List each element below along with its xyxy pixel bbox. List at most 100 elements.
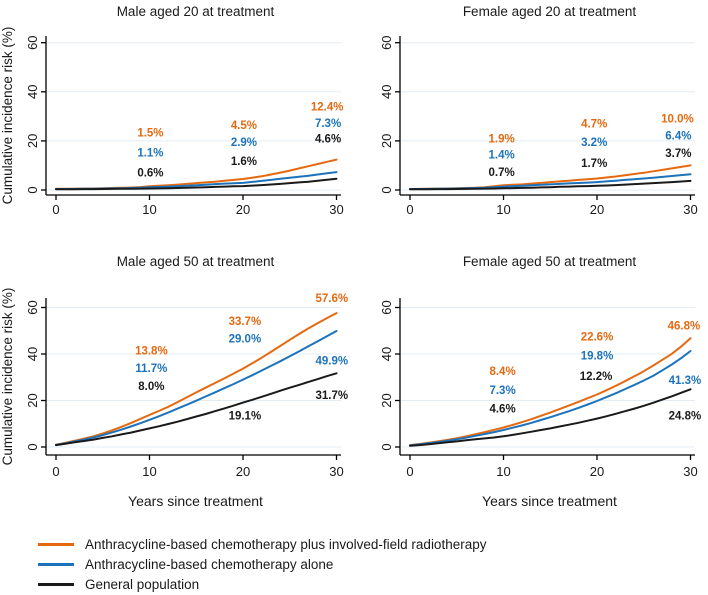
- annotation-11-7: 11.7%: [135, 363, 167, 375]
- annotation-0-6: 0.6%: [137, 167, 163, 179]
- svg-text:40: 40: [379, 347, 394, 361]
- svg-text:0: 0: [52, 464, 59, 479]
- legend-item-chemo-plus-radio: Anthracycline-based chemotherapy plus in…: [38, 534, 486, 554]
- svg-text:30: 30: [683, 464, 697, 479]
- svg-text:0: 0: [25, 186, 40, 193]
- gridlines: [47, 307, 341, 448]
- anthracycline-based-chemotherapy-alone-line: [55, 171, 338, 190]
- general-population-line: [55, 177, 338, 191]
- anthracycline-based-chemotherapy-alone-line: [409, 350, 692, 447]
- annotation-7-3: 7.3%: [315, 118, 341, 130]
- x-axis-title: Years since treatment: [482, 493, 617, 509]
- svg-text:20: 20: [379, 134, 394, 148]
- annotation-1-9: 1.9%: [489, 133, 515, 145]
- x-axis-title: Years since treatment: [128, 493, 263, 509]
- legend-label: General population: [85, 576, 200, 592]
- panel-male-aged-20-at-treatment: 0 20 40 60 0 10 20 30 Male aged 20 at treatment C…: [0, 0, 354, 236]
- annotation-2-9: 2.9%: [231, 137, 257, 149]
- male-aged-20-at-treatment-chart: 0 20 40 60 0 10 20 30 Male aged 20 at treatment C…: [0, 4, 344, 217]
- annotation-22-6: 22.6%: [581, 332, 614, 344]
- axes: 0 20 40 60 0 10 20 30: [379, 35, 698, 217]
- svg-text:60: 60: [379, 35, 394, 49]
- svg-text:20: 20: [236, 464, 250, 479]
- annotation-6-4: 6.4%: [665, 131, 691, 143]
- male-aged-50-at-treatment-chart: 0 20 40 60 0 10 20 30 Male aged 50 at treatment C…: [0, 254, 348, 509]
- svg-text:0: 0: [406, 202, 413, 217]
- legend-item-general-population: General population: [38, 574, 486, 594]
- svg-text:20: 20: [379, 393, 394, 407]
- panel-male-aged-50-at-treatment: 0 20 40 60 0 10 20 30 Male aged 50 at treatment C…: [0, 240, 354, 524]
- gridlines: [47, 42, 341, 191]
- axes: 0 20 40 60 0 10 20 30: [25, 35, 344, 217]
- annotation-29-0: 29.0%: [229, 334, 262, 346]
- svg-text:40: 40: [379, 85, 394, 99]
- svg-text:20: 20: [236, 202, 250, 217]
- svg-text:40: 40: [25, 347, 40, 361]
- gridlines: [401, 307, 695, 448]
- value-annotations: 13.8% 11.7% 8.0% 33.7% 29.0% 19.1% 57.6% 49.9% 3…: [135, 293, 348, 422]
- black-line-swatch: [38, 582, 74, 586]
- orange-line-swatch: [38, 542, 74, 546]
- annotation-33-7: 33.7%: [229, 316, 262, 328]
- female-aged-20-at-treatment-chart: 0 20 40 60 0 10 20 30 Female aged 20 at treatmen…: [379, 4, 698, 217]
- svg-text:30: 30: [329, 202, 343, 217]
- svg-text:0: 0: [52, 202, 59, 217]
- legend-label: Anthracycline-based chemotherapy plus in…: [85, 536, 487, 552]
- annotation-10-0: 10.0%: [661, 113, 694, 125]
- svg-text:40: 40: [25, 85, 40, 99]
- annotation-1-1: 1.1%: [137, 148, 163, 160]
- blue-line-swatch: [38, 562, 74, 566]
- general-population-line: [409, 388, 692, 447]
- annotation-12-2: 12.2%: [580, 371, 613, 383]
- annotation-19-8: 19.8%: [581, 350, 614, 362]
- svg-text:0: 0: [379, 186, 394, 193]
- annotation-7-3: 7.3%: [489, 385, 515, 397]
- annotation-4-6: 4.6%: [315, 134, 341, 146]
- annotation-13-8: 13.8%: [135, 346, 168, 358]
- anthracycline-based-chemotherapy-alone-line: [55, 330, 338, 446]
- svg-text:10: 10: [496, 202, 510, 217]
- general-population-line: [55, 372, 338, 447]
- annotation-3-2: 3.2%: [581, 137, 607, 149]
- legend-label: Anthracycline-based chemotherapy alone: [85, 556, 334, 572]
- anthracycline-based-chemotherapy-plus-involved-field-radiotherapy-line: [55, 312, 338, 446]
- y-axis-title: Cumulative incidence risk (%): [0, 27, 15, 205]
- annotation-0-7: 0.7%: [489, 167, 515, 179]
- annotation-8-4: 8.4%: [489, 366, 515, 378]
- annotation-12-4: 12.4%: [311, 102, 344, 114]
- annotation-4-5: 4.5%: [231, 120, 257, 132]
- gridlines: [401, 42, 695, 191]
- annotation-4-7: 4.7%: [581, 119, 607, 131]
- annotation-24-8: 24.8%: [669, 410, 702, 422]
- svg-text:20: 20: [25, 134, 40, 148]
- annotation-8-0: 8.0%: [138, 381, 164, 393]
- annotation-31-7: 31.7%: [316, 390, 349, 402]
- annotation-1-7: 1.7%: [581, 158, 607, 170]
- svg-text:30: 30: [683, 202, 697, 217]
- panel-female-aged-50-at-treatment: 0 20 40 60 0 10 20 30 Female aged 50 at treatmen…: [354, 240, 708, 524]
- svg-text:10: 10: [142, 202, 156, 217]
- value-annotations: 1.9% 1.4% 0.7% 4.7% 3.2% 1.7% 10.0% 6.4% 3.7%: [489, 113, 694, 179]
- panel-female-aged-20-at-treatment: 0 20 40 60 0 10 20 30 Female aged 20 at treatmen…: [354, 0, 708, 236]
- svg-text:30: 30: [329, 464, 343, 479]
- annotation-57-6: 57.6%: [316, 293, 349, 305]
- female-aged-50-at-treatment-chart: 0 20 40 60 0 10 20 30 Female aged 50 at treatmen…: [379, 254, 701, 509]
- svg-text:60: 60: [379, 300, 394, 314]
- annotation-4-6: 4.6%: [489, 404, 515, 416]
- panel-title: Male aged 20 at treatment: [117, 4, 275, 19]
- value-annotations: 1.5% 1.1% 0.6% 4.5% 2.9% 1.6% 12.4% 7.3% 4.6%: [137, 102, 343, 180]
- annotation-3-7: 3.7%: [665, 148, 691, 160]
- svg-text:0: 0: [25, 443, 40, 450]
- annotation-1-6: 1.6%: [231, 156, 257, 168]
- panel-title: Male aged 50 at treatment: [117, 254, 275, 269]
- annotation-19-1: 19.1%: [229, 411, 262, 423]
- annotation-41-3: 41.3%: [669, 375, 702, 387]
- annotation-46-8: 46.8%: [668, 321, 701, 333]
- svg-text:20: 20: [25, 393, 40, 407]
- chart-grid: 0 20 40 60 0 10 20 30 Male aged 20 at treatment C…: [0, 0, 708, 524]
- value-annotations: 8.4% 7.3% 4.6% 22.6% 19.8% 12.2% 46.8% 41.3% 24.…: [489, 321, 701, 423]
- annotation-1-5: 1.5%: [137, 127, 163, 139]
- y-axis-title: Cumulative incidence risk (%): [0, 288, 15, 466]
- svg-text:0: 0: [406, 464, 413, 479]
